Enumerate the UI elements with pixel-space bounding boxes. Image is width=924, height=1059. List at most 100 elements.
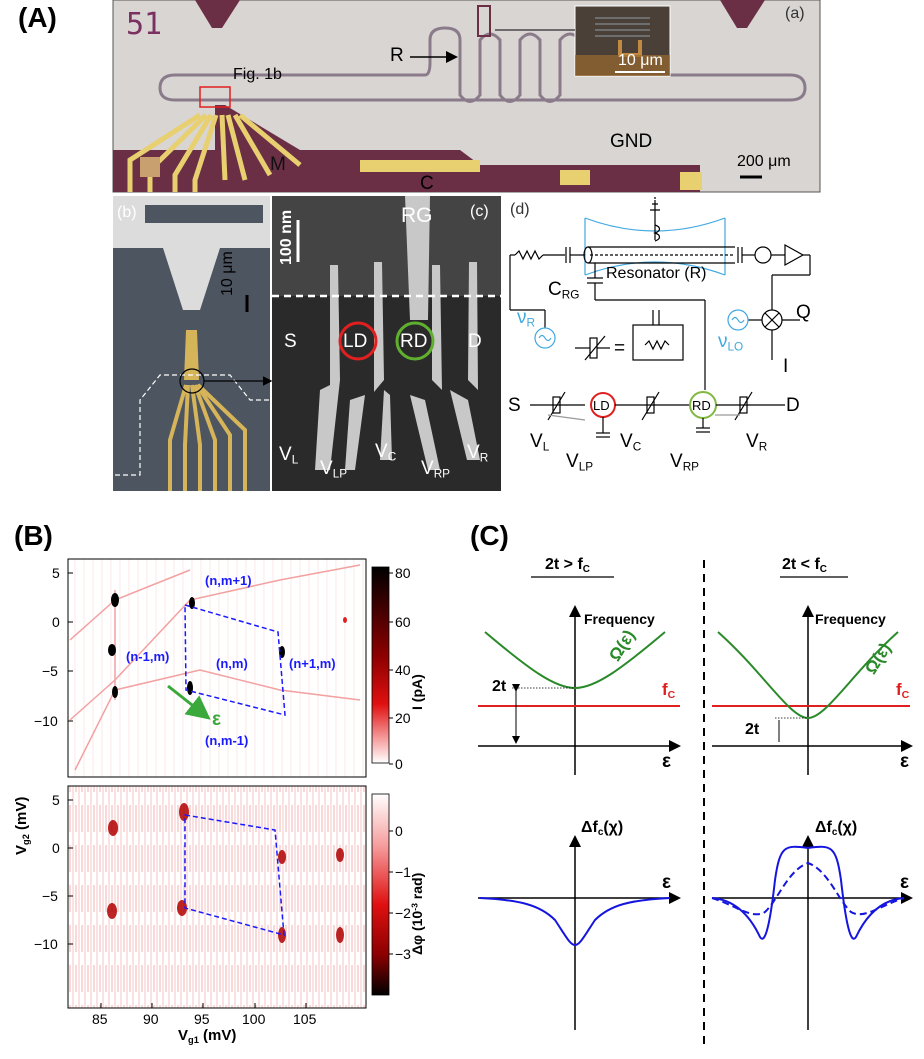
panel-b-top-map <box>67 558 367 778</box>
cbar-top-tick: 0 <box>395 756 403 772</box>
cbar-top-tick: 40 <box>395 662 411 678</box>
cbar-bottom-tick: 0 <box>395 823 403 839</box>
fig1b-box <box>199 86 231 108</box>
rd-label: RD <box>400 331 428 352</box>
epsilon-axis-label: ε <box>662 751 672 772</box>
dfc-axis-label-right: Δfc(χ) <box>815 819 858 838</box>
s-label: S <box>284 331 297 352</box>
chip-number: 51 <box>126 7 163 42</box>
xtick: 105 <box>293 1011 317 1027</box>
left-regime-title: 2t > fC <box>545 556 590 575</box>
circuit-vr: VR <box>746 431 768 454</box>
panel-b-xlabel: Vg1 (mV) <box>178 1027 237 1045</box>
cbar-bottom-tick: −2 <box>395 905 411 921</box>
ytick-bottom: −10 <box>34 936 58 952</box>
resonator-arrow-label: R <box>390 45 404 66</box>
subpanel-b-label: (b) <box>117 204 137 221</box>
circuit-vlp: VLP <box>566 451 594 474</box>
two-t-label-left: 2t <box>492 678 507 695</box>
cbar-top-tick: 20 <box>395 710 411 726</box>
panel-b-ticks <box>68 572 393 1008</box>
dfc-curve-right-dashed <box>711 861 905 916</box>
panel-c-axes <box>478 605 913 1030</box>
nu-lo-label: νLO <box>718 331 744 354</box>
epsilon-axis-label: ε <box>900 751 910 772</box>
vrp-label: VRP <box>421 458 451 481</box>
b-scale-label: 10 μm <box>219 251 236 296</box>
cbar-bottom-tick: −3 <box>395 946 411 962</box>
epsilon-axis-label: ε <box>662 872 672 893</box>
resonator-label: Resonator (R) <box>606 265 707 282</box>
vlp-label: VLP <box>320 458 348 481</box>
epsilon-axis-label: ε <box>900 872 910 893</box>
colorbar-current <box>371 566 390 764</box>
sem-scale-label: 100 nm <box>278 209 295 265</box>
i-label: I <box>783 356 789 377</box>
xtick: 95 <box>194 1011 210 1027</box>
xtick: 85 <box>92 1011 108 1027</box>
circuit-d-label: D <box>786 395 800 416</box>
circuit-ld-label: LD <box>593 398 610 413</box>
ytick-bottom: 0 <box>52 840 60 856</box>
circuit-diagram <box>509 197 811 438</box>
circuit-vl: VL <box>530 431 550 454</box>
cbar-top-tick: 80 <box>395 565 411 581</box>
ytick-top: 0 <box>52 614 60 630</box>
dfc-curve-left <box>479 897 671 947</box>
xtick: 90 <box>143 1011 159 1027</box>
panel-b-label: (B) <box>14 520 53 551</box>
charge-state-label: (n+1,m) <box>289 656 336 671</box>
ytick-top: −5 <box>42 663 58 679</box>
fc-label-left: fC <box>662 680 676 702</box>
xtick: 100 <box>242 1011 266 1027</box>
panel-a <box>112 0 821 491</box>
frequency-axis-label-left: Frequency <box>584 611 655 627</box>
charge-state-label: (n-1,m) <box>126 649 170 664</box>
fc-label-right: fC <box>896 680 910 702</box>
colorbar-phase <box>371 793 390 996</box>
charge-state-label: (n,m-1) <box>205 733 249 748</box>
subpanel-a-label: (a) <box>785 5 805 22</box>
vc-label: VC <box>375 441 397 464</box>
frequency-axis-label-right: Frequency <box>815 611 886 627</box>
panel-a-label: (A) <box>18 2 57 33</box>
epsilon-arrow-label: ε <box>212 709 222 730</box>
ld-label: LD <box>343 331 368 352</box>
c-label: C <box>420 173 434 194</box>
d-label: D <box>468 331 482 352</box>
rd-circle <box>395 321 435 361</box>
dfc-curve-right-solid <box>711 845 905 940</box>
ytick-top: 5 <box>52 565 60 581</box>
ytick-bottom: −5 <box>42 888 58 904</box>
rg-label: RG <box>401 204 433 227</box>
vr-label: VR <box>467 442 489 465</box>
circuit-rd-label: RD <box>692 398 711 413</box>
circuit-vc: VC <box>620 431 642 454</box>
crg-label: CRG <box>548 279 580 302</box>
q-label: Q <box>796 302 811 323</box>
panel-b-bottom-map <box>67 785 367 1009</box>
panel-c-label: (C) <box>470 520 509 551</box>
gnd-label: GND <box>610 131 653 152</box>
chip-scale-label: 200 μm <box>737 153 791 170</box>
subpanel-c-label: (c) <box>470 203 489 220</box>
cbar-top-label: I (pA) <box>409 674 425 710</box>
circuit-vrp: VRP <box>670 451 700 474</box>
omega-curve-left <box>484 631 666 690</box>
charge-state-label: (n,m) <box>216 656 248 671</box>
inset-scale-label: 10 μm <box>618 52 663 69</box>
vl-label: VL <box>279 444 299 467</box>
charge-state-label: (n,m+1) <box>205 573 252 588</box>
panel-b-ylabel: Vg2 (mV) <box>13 796 31 855</box>
cbar-top-tick: 60 <box>395 614 411 630</box>
cbar-bottom-tick: −1 <box>395 864 411 880</box>
equals-sign: = <box>614 338 626 359</box>
omega-curve-right <box>717 631 899 720</box>
circuit-s-label: S <box>508 395 521 416</box>
fig1b-label: Fig. 1b <box>233 66 282 83</box>
right-regime-title: 2t < fC <box>782 556 827 575</box>
m-label: M <box>270 154 286 175</box>
subpanel-d-label: (d) <box>510 201 530 218</box>
ytick-top: −10 <box>34 713 58 729</box>
